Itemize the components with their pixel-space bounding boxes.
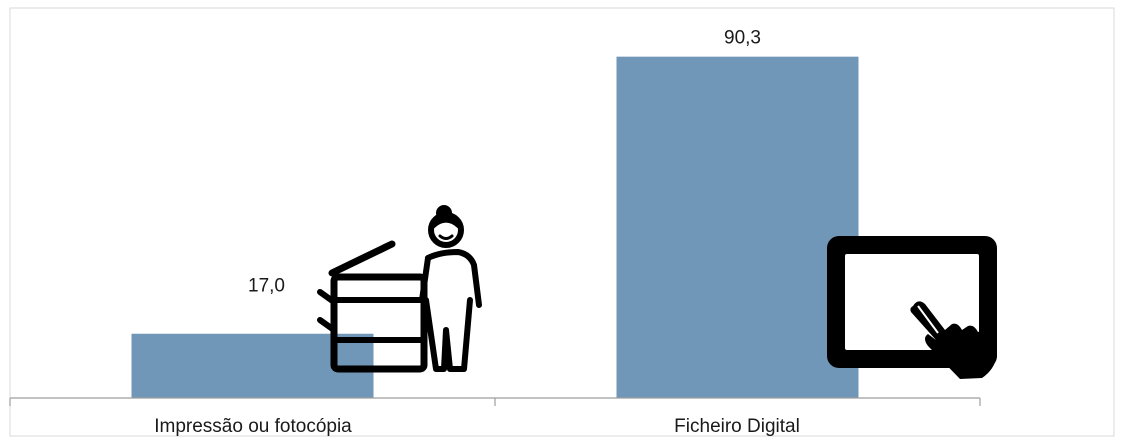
tablet-touch-icon bbox=[827, 236, 997, 379]
data-label: 90,3 bbox=[724, 28, 761, 49]
x-tick-label: Impressão ou fotocópia bbox=[154, 416, 352, 437]
data-label: 17,0 bbox=[248, 276, 285, 297]
bar bbox=[616, 56, 859, 398]
person-at-photocopier-icon bbox=[317, 205, 482, 373]
x-tick-label: Ficheiro Digital bbox=[674, 416, 800, 437]
value-labels-group: 17,0 90,3 bbox=[248, 28, 761, 297]
bars-group bbox=[131, 56, 859, 398]
chart-border bbox=[9, 7, 1115, 437]
